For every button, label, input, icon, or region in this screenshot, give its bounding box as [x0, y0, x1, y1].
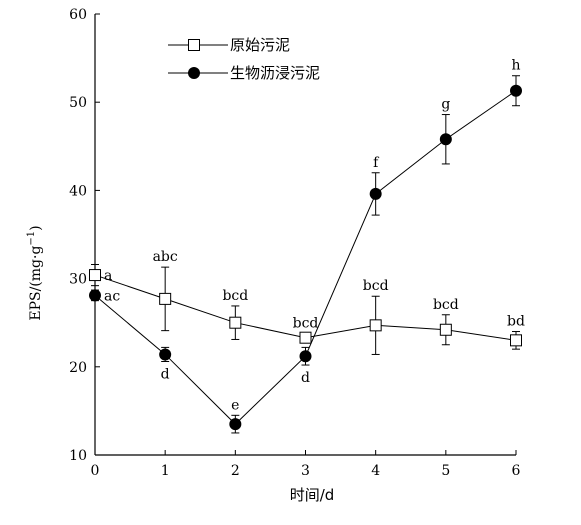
data-point-square	[299, 331, 312, 344]
data-point-square	[89, 269, 101, 282]
significance-label: h	[511, 58, 520, 74]
legend-label: 生物沥浸污泥	[230, 64, 320, 82]
axes: 10 20 30 40 50 60 0 1 2 3 4 5 6	[69, 7, 520, 479]
y-tick-label: 10	[69, 448, 87, 464]
data-point-square	[229, 316, 242, 329]
x-tick-label: 5	[441, 463, 450, 479]
legend-marker-square	[188, 39, 200, 51]
data-point-circle	[369, 187, 382, 200]
y-tick-label: 50	[69, 95, 87, 111]
x-tick-label: 4	[371, 463, 380, 479]
x-axis-label: 时间/d	[290, 486, 335, 504]
significance-label: bcd	[433, 297, 459, 313]
significance-label: bcd	[363, 278, 389, 294]
data-point-circle	[229, 418, 242, 431]
data-point-square	[159, 292, 172, 305]
y-axis-label: EPS/(mg·g−1)	[26, 225, 44, 320]
data-point-circle	[89, 289, 101, 302]
y-axis-label-close: )	[28, 225, 44, 230]
significance-label: g	[441, 97, 450, 113]
significance-label: d	[301, 370, 310, 386]
data-point-circle	[299, 350, 312, 363]
series-layer: a abc bcd bcd bcd bcd bd ac d e d f g h	[89, 58, 525, 434]
legend-item-2: 生物沥浸污泥	[168, 64, 320, 82]
x-tick-label: 6	[512, 463, 521, 479]
data-point-circle	[439, 133, 452, 146]
y-axis-label-sup: −1	[26, 231, 37, 246]
significance-label: abc	[153, 249, 178, 265]
data-point-square	[369, 319, 382, 332]
y-tick-label: 40	[69, 183, 87, 199]
significance-label: a	[104, 268, 112, 284]
significance-label: d	[161, 367, 170, 383]
series-2: ac d e d f g h	[89, 58, 522, 434]
legend-marker-circle	[188, 67, 200, 79]
data-point-square	[510, 334, 522, 347]
significance-label: bd	[507, 314, 525, 330]
series-1: a abc bcd bcd bcd bcd bd	[89, 249, 525, 355]
x-tick-label: 3	[301, 463, 310, 479]
significance-label: bcd	[293, 315, 319, 331]
significance-label: ac	[104, 288, 120, 304]
legend-label: 原始污泥	[230, 36, 290, 54]
x-tick-label: 0	[91, 463, 100, 479]
x-tick-label: 2	[231, 463, 240, 479]
data-point-square	[439, 323, 452, 336]
y-tick-label: 20	[69, 360, 87, 376]
y-tick-label: 30	[69, 272, 87, 288]
y-tick-label: 60	[69, 7, 87, 23]
data-point-circle	[510, 84, 522, 97]
significance-label: e	[231, 397, 239, 413]
significance-label: bcd	[222, 288, 248, 304]
y-axis-label-main: EPS/(mg·g	[28, 246, 44, 321]
legend-item-1: 原始污泥	[168, 36, 290, 54]
data-point-circle	[159, 348, 172, 361]
x-tick-label: 1	[161, 463, 170, 479]
significance-label: f	[373, 155, 380, 171]
